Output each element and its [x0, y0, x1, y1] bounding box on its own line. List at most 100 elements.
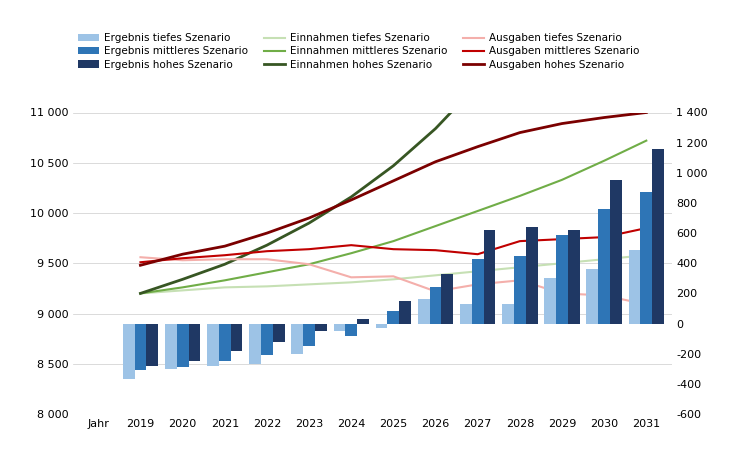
Ausgaben mittleres Szenario [515, 238, 524, 244]
Bar [586, 269, 599, 324]
Ausgaben hohes Szenario [304, 216, 313, 221]
Bar [231, 324, 242, 351]
Bar [599, 209, 610, 324]
Einnahmen hohes Szenario [515, 36, 524, 41]
Einnahmen tiefes Szenario [515, 265, 524, 270]
Einnahmen mittleres Szenario [558, 177, 566, 183]
Ausgaben tiefes Szenario [347, 274, 356, 280]
Ausgaben tiefes Szenario [473, 282, 482, 287]
Einnahmen tiefes Szenario [178, 288, 187, 293]
Einnahmen hohes Szenario [220, 261, 229, 267]
Bar [610, 180, 622, 324]
Line: Einnahmen mittleres Szenario: Einnahmen mittleres Szenario [140, 141, 646, 293]
Bar [629, 250, 640, 324]
Ausgaben hohes Szenario [389, 178, 398, 184]
Ausgaben hohes Szenario [178, 252, 187, 257]
Einnahmen mittleres Szenario [389, 238, 398, 244]
Einnahmen hohes Szenario [473, 81, 482, 87]
Ausgaben mittleres Szenario [558, 236, 566, 242]
Ausgaben tiefes Szenario [178, 257, 187, 263]
Bar [376, 324, 388, 328]
Einnahmen hohes Szenario [178, 277, 187, 282]
Ausgaben mittleres Szenario [263, 248, 272, 254]
Ausgaben mittleres Szenario [304, 247, 313, 252]
Einnahmen mittleres Szenario [220, 278, 229, 283]
Einnahmen mittleres Szenario [263, 270, 272, 275]
Ausgaben tiefes Szenario [263, 256, 272, 262]
Bar [442, 274, 453, 324]
Ausgaben tiefes Szenario [515, 278, 524, 283]
Bar [334, 324, 345, 331]
Ausgaben hohes Szenario [600, 115, 609, 120]
Einnahmen mittleres Szenario [642, 138, 650, 144]
Ausgaben hohes Szenario [642, 110, 650, 115]
Einnahmen hohes Szenario [263, 243, 272, 248]
Einnahmen mittleres Szenario [347, 251, 356, 256]
Legend: Ergebnis tiefes Szenario, Ergebnis mittleres Szenario, Ergebnis hohes Szenario, : Ergebnis tiefes Szenario, Ergebnis mittl… [78, 33, 639, 70]
Einnahmen mittleres Szenario [178, 285, 187, 290]
Bar [502, 304, 514, 324]
Bar [418, 299, 430, 324]
Einnahmen hohes Szenario [347, 194, 356, 200]
Ausgaben mittleres Szenario [178, 256, 187, 261]
Einnahmen mittleres Szenario [473, 208, 482, 214]
Bar [430, 288, 442, 324]
Bar [261, 324, 273, 355]
Ausgaben mittleres Szenario [642, 225, 650, 231]
Bar [388, 311, 399, 324]
Bar [273, 324, 285, 342]
Bar [472, 259, 483, 324]
Einnahmen mittleres Szenario [600, 158, 609, 163]
Ausgaben hohes Szenario [515, 130, 524, 135]
Ausgaben hohes Szenario [347, 197, 356, 202]
Einnahmen tiefes Szenario [473, 269, 482, 274]
Einnahmen mittleres Szenario [136, 291, 145, 296]
Einnahmen tiefes Szenario [389, 277, 398, 282]
Line: Einnahmen hohes Szenario: Einnahmen hohes Szenario [140, 0, 646, 293]
Line: Ausgaben hohes Szenario: Ausgaben hohes Szenario [140, 112, 646, 265]
Ausgaben mittleres Szenario [389, 247, 398, 252]
Ausgaben mittleres Szenario [473, 252, 482, 257]
Ausgaben hohes Szenario [473, 144, 482, 149]
Bar [640, 193, 652, 324]
Einnahmen mittleres Szenario [304, 261, 313, 267]
Einnahmen tiefes Szenario [263, 284, 272, 289]
Bar [460, 304, 472, 324]
Ausgaben mittleres Szenario [220, 252, 229, 258]
Bar [177, 324, 188, 367]
Bar [165, 324, 177, 369]
Bar [249, 324, 261, 364]
Bar [134, 324, 146, 370]
Bar [556, 234, 568, 324]
Bar [345, 324, 357, 336]
Ausgaben hohes Szenario [136, 262, 145, 268]
Einnahmen tiefes Szenario [558, 261, 566, 266]
Bar [545, 278, 556, 324]
Ausgaben hohes Szenario [263, 230, 272, 236]
Bar [188, 324, 200, 361]
Ausgaben mittleres Szenario [136, 260, 145, 265]
Bar [315, 324, 327, 331]
Bar [291, 324, 303, 354]
Einnahmen tiefes Szenario [136, 291, 145, 296]
Line: Einnahmen tiefes Szenario: Einnahmen tiefes Szenario [140, 255, 646, 293]
Einnahmen hohes Szenario [136, 291, 145, 296]
Einnahmen mittleres Szenario [431, 223, 440, 229]
Bar [399, 301, 411, 324]
Line: Ausgaben tiefes Szenario: Ausgaben tiefes Szenario [140, 257, 646, 305]
Bar [568, 230, 580, 324]
Ausgaben hohes Szenario [431, 159, 440, 164]
Ausgaben tiefes Szenario [642, 302, 650, 307]
Einnahmen tiefes Szenario [304, 282, 313, 287]
Einnahmen tiefes Szenario [220, 285, 229, 290]
Ausgaben tiefes Szenario [600, 292, 609, 298]
Ausgaben hohes Szenario [558, 121, 566, 126]
Ausgaben tiefes Szenario [389, 274, 398, 279]
Ausgaben hohes Szenario [220, 243, 229, 249]
Ausgaben mittleres Szenario [347, 243, 356, 248]
Einnahmen hohes Szenario [304, 220, 313, 226]
Einnahmen hohes Szenario [389, 163, 398, 168]
Einnahmen tiefes Szenario [431, 273, 440, 278]
Bar [303, 324, 315, 346]
Ausgaben mittleres Szenario [431, 248, 440, 253]
